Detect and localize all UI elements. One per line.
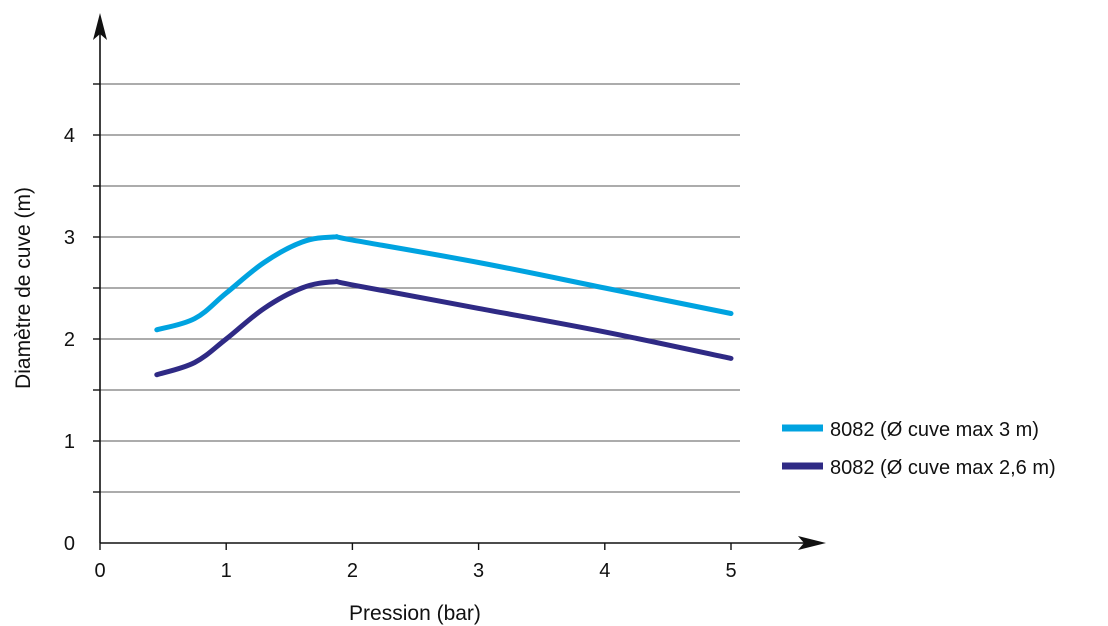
y-tick-label: 0 (64, 533, 75, 555)
legend-label-1: 8082 (Ø cuve max 2,6 m) (830, 457, 1056, 479)
y-axis-arrow (93, 13, 107, 40)
x-tick-label: 5 (725, 560, 736, 582)
legend-label-0: 8082 (Ø cuve max 3 m) (830, 419, 1039, 441)
series-line-0 (154, 234, 734, 333)
x-axis-title: Pression (bar) (349, 602, 481, 625)
x-tick-label: 2 (347, 560, 358, 582)
x-tick-label: 3 (473, 560, 484, 582)
y-tick-label: 2 (64, 329, 75, 351)
x-axis-arrow (798, 536, 826, 550)
x-tick-label: 4 (599, 560, 610, 582)
gridlines (100, 83, 740, 493)
series-line-1 (154, 278, 734, 378)
x-tick-label: 1 (221, 560, 232, 582)
y-tick-label: 1 (64, 431, 75, 453)
y-axis-title: Diamètre de cuve (m) (12, 187, 35, 389)
y-tick-label: 3 (64, 227, 75, 249)
x-tick-label: 0 (94, 560, 105, 582)
legend-item: 8082 (Ø cuve max 2,6 m) (782, 457, 1056, 479)
legend-item: 8082 (Ø cuve max 3 m) (782, 419, 1039, 441)
series-lines (154, 234, 734, 378)
legend: 8082 (Ø cuve max 3 m) 8082 (Ø cuve max 2… (782, 419, 1056, 479)
axes (93, 13, 826, 550)
y-tick-label: 4 (64, 125, 75, 147)
tick-labels: 0 1 2 3 4 5 0 1 2 3 4 (64, 83, 737, 582)
